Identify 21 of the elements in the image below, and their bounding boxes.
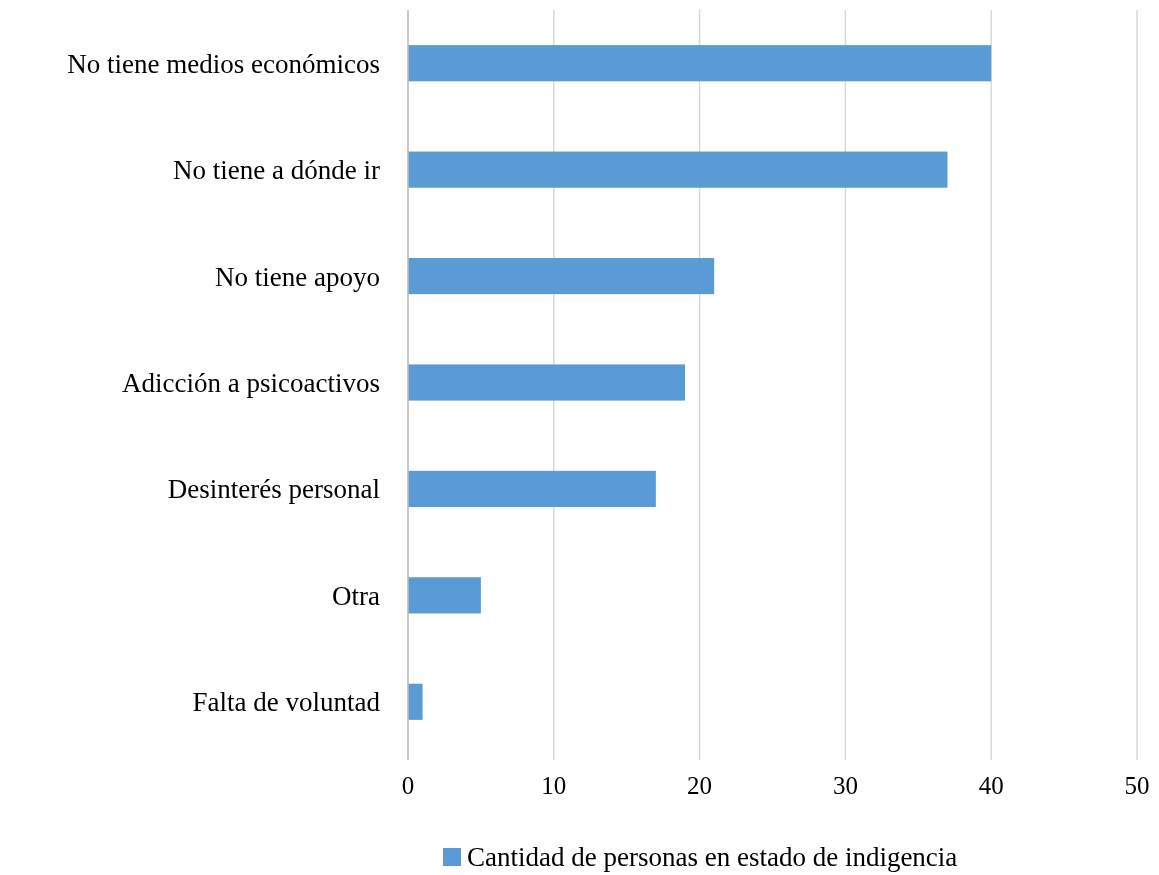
x-tick-label: 50 (1124, 772, 1150, 799)
x-tick-label: 10 (541, 772, 567, 799)
legend-label: Cantidad de personas en estado de indigencia (467, 842, 958, 873)
y-tick-label: Falta de voluntad (192, 687, 381, 718)
bar (408, 683, 423, 720)
bar (408, 364, 686, 401)
y-tick-label: No tiene medios económicos (67, 48, 380, 79)
x-tick-label: 40 (978, 772, 1004, 799)
x-tick-label: 30 (832, 772, 858, 799)
bar (408, 257, 715, 295)
x-tick-label: 20 (687, 772, 713, 799)
y-tick-label: Desinterés personal (167, 474, 380, 505)
y-tick-label: No tiene apoyo (215, 261, 380, 292)
bar (408, 577, 481, 614)
bar (408, 151, 948, 188)
y-tick-label: Adicción a psicoactivos (122, 367, 380, 398)
bar (408, 45, 992, 82)
x-tick-label: 0 (401, 772, 415, 799)
y-tick-label: No tiene a dónde ir (173, 155, 380, 186)
bar (408, 470, 656, 508)
y-tick-label: Otra (332, 580, 381, 611)
